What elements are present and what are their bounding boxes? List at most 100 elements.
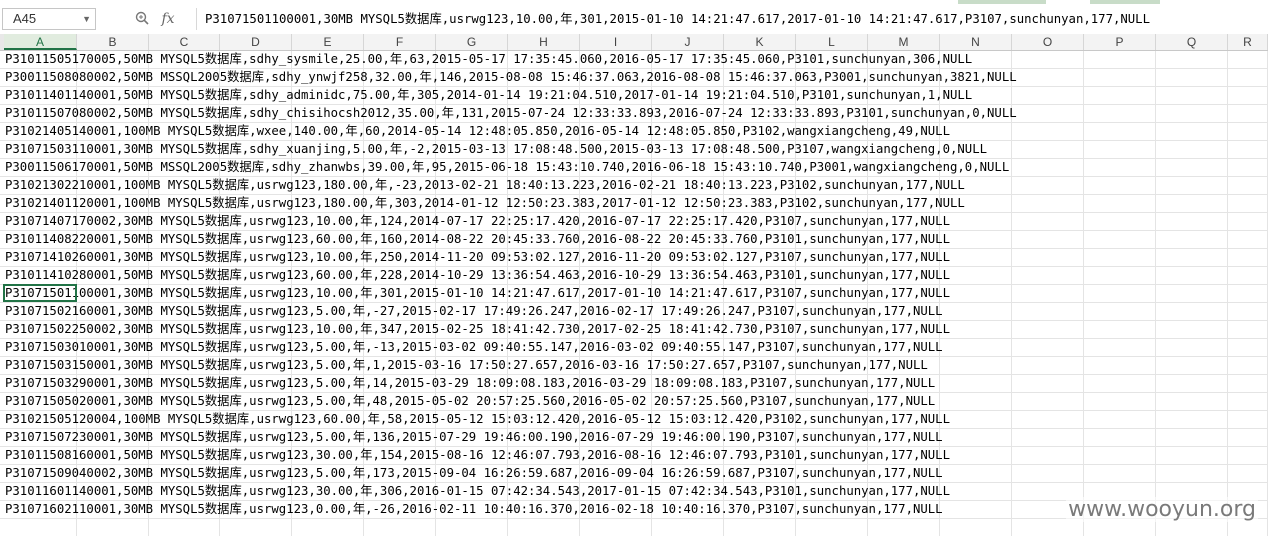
column-header-b[interactable]: B (77, 34, 149, 50)
grid-column-line (1083, 51, 1084, 536)
cell-a[interactable]: P31021405140001,100MB MYSQL5数据库,wxee,140… (5, 124, 950, 138)
table-row: P30011508080002,50MB MSSQL2005数据库,sdhy_y… (0, 69, 1268, 87)
column-header-i[interactable]: I (580, 34, 652, 50)
top-strip (0, 0, 1268, 6)
zoom-icon[interactable] (132, 9, 152, 29)
cell-a[interactable]: P31021401120001,100MB MYSQL5数据库,usrwg123… (5, 196, 965, 210)
table-row: P31021505120004,100MB MYSQL5数据库,usrwg123… (0, 411, 1268, 429)
table-row: P31021302210001,100MB MYSQL5数据库,usrwg123… (0, 177, 1268, 195)
table-row: P31071503290001,30MB MYSQL5数据库,usrwg123,… (0, 375, 1268, 393)
table-row: P31071507230001,30MB MYSQL5数据库,usrwg123,… (0, 429, 1268, 447)
column-header-l[interactable]: L (796, 34, 868, 50)
grid-column-line (219, 51, 220, 536)
cell-a[interactable]: P31011601140001,50MB MYSQL5数据库,usrwg123,… (5, 484, 950, 498)
watermark: www.wooyun.org (1066, 497, 1258, 522)
column-header-h[interactable]: H (508, 34, 580, 50)
column-header-p[interactable]: P (1084, 34, 1156, 50)
column-header-q[interactable]: Q (1156, 34, 1228, 50)
grid-column-line (939, 51, 940, 536)
ribbon-tab-indicator (1090, 0, 1160, 4)
grid-column-line (291, 51, 292, 536)
column-header-c[interactable]: C (149, 34, 220, 50)
cell-a[interactable]: P31011408220001,50MB MYSQL5数据库,usrwg123,… (5, 232, 950, 246)
cell-a[interactable]: P31071507230001,30MB MYSQL5数据库,usrwg123,… (5, 430, 943, 444)
table-row: P31021405140001,100MB MYSQL5数据库,wxee,140… (0, 123, 1268, 141)
table-row: P31071503150001,30MB MYSQL5数据库,usrwg123,… (0, 357, 1268, 375)
cell-a[interactable]: P31071503110001,30MB MYSQL5数据库,sdhy_xuan… (5, 142, 988, 156)
grid-column-line (363, 51, 364, 536)
cell-a[interactable]: P31011507080002,50MB MYSQL5数据库,sdhy_chis… (5, 106, 1017, 120)
grid-column-line (1011, 51, 1012, 536)
fx-icon[interactable]: fx (161, 11, 175, 27)
column-header-r[interactable]: R (1228, 34, 1268, 50)
cell-a[interactable]: P31071501100001,30MB MYSQL5数据库,usrwg123,… (5, 286, 950, 300)
cell-a[interactable]: P31021302210001,100MB MYSQL5数据库,usrwg123… (5, 178, 965, 192)
column-header-k[interactable]: K (724, 34, 796, 50)
cell-a[interactable]: P31071503150001,30MB MYSQL5数据库,usrwg123,… (5, 358, 928, 372)
cell-a[interactable]: P30011506170001,50MB MSSQL2005数据库,sdhy_z… (5, 160, 1010, 174)
column-header-n[interactable]: N (940, 34, 1012, 50)
grid-column-line (723, 51, 724, 536)
column-header-g[interactable]: G (436, 34, 508, 50)
table-row: P31071410260001,30MB MYSQL5数据库,usrwg123,… (0, 249, 1268, 267)
selected-cell-outline (3, 284, 77, 302)
table-row: P31071407170002,30MB MYSQL5数据库,usrwg123,… (0, 213, 1268, 231)
column-header-d[interactable]: D (220, 34, 292, 50)
grid-column-line (579, 51, 580, 536)
grid-column-line (795, 51, 796, 536)
cell-a[interactable]: P31011508160001,50MB MYSQL5数据库,usrwg123,… (5, 448, 950, 462)
table-row: P30011506170001,50MB MSSQL2005数据库,sdhy_z… (0, 159, 1268, 177)
grid-column-line (867, 51, 868, 536)
formula-input[interactable]: P31071501100001,30MB MYSQL5数据库,usrwg123,… (196, 8, 1266, 30)
cell-a[interactable]: P31071407170002,30MB MYSQL5数据库,usrwg123,… (5, 214, 950, 228)
table-row: P31071602110001,30MB MYSQL5数据库,usrwg123,… (0, 501, 1268, 519)
table-row: P31011408220001,50MB MYSQL5数据库,usrwg123,… (0, 231, 1268, 249)
table-row: P31071503110001,30MB MYSQL5数据库,sdhy_xuan… (0, 141, 1268, 159)
table-row: P31011410280001,50MB MYSQL5数据库,usrwg123,… (0, 267, 1268, 285)
cell-a[interactable]: P31011401140001,50MB MYSQL5数据库,sdhy_admi… (5, 88, 973, 102)
column-header-o[interactable]: O (1012, 34, 1084, 50)
table-row: P31011507080002,50MB MYSQL5数据库,sdhy_chis… (0, 105, 1268, 123)
column-header-m[interactable]: M (868, 34, 940, 50)
cell-a[interactable]: P31021505120004,100MB MYSQL5数据库,usrwg123… (5, 412, 950, 426)
chevron-down-icon[interactable]: ▼ (82, 14, 91, 24)
table-row: P31071502160001,30MB MYSQL5数据库,usrwg123,… (0, 303, 1268, 321)
cell-a[interactable]: P30011508080002,50MB MSSQL2005数据库,sdhy_y… (5, 70, 1017, 84)
column-header-a[interactable]: A (4, 34, 77, 50)
column-header-f[interactable]: F (364, 34, 436, 50)
cell-a[interactable]: P31011410280001,50MB MYSQL5数据库,usrwg123,… (5, 268, 950, 282)
grid-column-line (1227, 51, 1228, 536)
table-row: P31011505170005,50MB MYSQL5数据库,sdhy_sysm… (0, 51, 1268, 69)
table-row: P31011601140001,50MB MYSQL5数据库,usrwg123,… (0, 483, 1268, 501)
grid-column-line (507, 51, 508, 536)
cell-a[interactable]: P31071602110001,30MB MYSQL5数据库,usrwg123,… (5, 502, 943, 516)
cell-a[interactable]: P31011505170005,50MB MYSQL5数据库,sdhy_sysm… (5, 52, 973, 66)
cell-a[interactable]: P31071410260001,30MB MYSQL5数据库,usrwg123,… (5, 250, 950, 264)
column-header-e[interactable]: E (292, 34, 364, 50)
table-row: P31011508160001,50MB MYSQL5数据库,usrwg123,… (0, 447, 1268, 465)
cell-a[interactable]: P31071503290001,30MB MYSQL5数据库,usrwg123,… (5, 376, 936, 390)
column-header-j[interactable]: J (652, 34, 724, 50)
name-box[interactable]: A45 ▼ (2, 8, 96, 30)
select-all-corner[interactable] (0, 34, 4, 50)
table-row: P31071509040002,30MB MYSQL5数据库,usrwg123,… (0, 465, 1268, 483)
ribbon-tab-indicator (958, 0, 1046, 4)
table-row: P31071502250002,30MB MYSQL5数据库,usrwg123,… (0, 321, 1268, 339)
table-row: P31071503010001,30MB MYSQL5数据库,usrwg123,… (0, 339, 1268, 357)
table-row: P31021401120001,100MB MYSQL5数据库,usrwg123… (0, 195, 1268, 213)
formula-bar: A45 ▼ fx P31071501100001,30MB MYSQL5数据库,… (0, 6, 1268, 35)
name-box-value: A45 (13, 11, 37, 26)
cell-a[interactable]: P31071509040002,30MB MYSQL5数据库,usrwg123,… (5, 466, 943, 480)
cell-a[interactable]: P31071502250002,30MB MYSQL5数据库,usrwg123,… (5, 322, 950, 336)
grid-column-line (1155, 51, 1156, 536)
table-row: P31011401140001,50MB MYSQL5数据库,sdhy_admi… (0, 87, 1268, 105)
grid-column-line (148, 51, 149, 536)
table-row: P31071505020001,30MB MYSQL5数据库,usrwg123,… (0, 393, 1268, 411)
cell-a[interactable]: P31071503010001,30MB MYSQL5数据库,usrwg123,… (5, 340, 943, 354)
cell-a[interactable]: P31071505020001,30MB MYSQL5数据库,usrwg123,… (5, 394, 936, 408)
grid-column-line (435, 51, 436, 536)
cell-a[interactable]: P31071502160001,30MB MYSQL5数据库,usrwg123,… (5, 304, 943, 318)
table-row: P31071501100001,30MB MYSQL5数据库,usrwg123,… (0, 285, 1268, 303)
